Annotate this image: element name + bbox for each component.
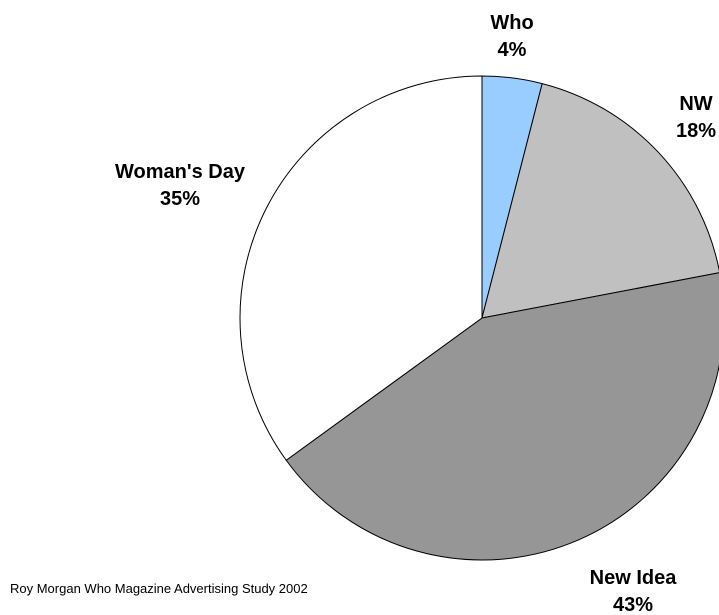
- pie-slice-new-idea: [285, 272, 719, 561]
- slice-label-nw: NW 18%: [676, 93, 716, 142]
- slice-label-womans-day: Woman's Day 35%: [115, 161, 246, 210]
- pie-slices: [239, 75, 719, 561]
- pie-slice-nw: [481, 83, 719, 319]
- slice-label-who: Who 4%: [490, 12, 533, 61]
- source-note: Roy Morgan Who Magazine Advertising Stud…: [10, 581, 308, 596]
- pie-slice-woman-s-day: [239, 75, 483, 461]
- slice-label-new-idea: New Idea 43%: [590, 567, 678, 615]
- pie-labels: Who 4% NW 18% New Idea 43% Woman's Day 35%: [115, 12, 716, 615]
